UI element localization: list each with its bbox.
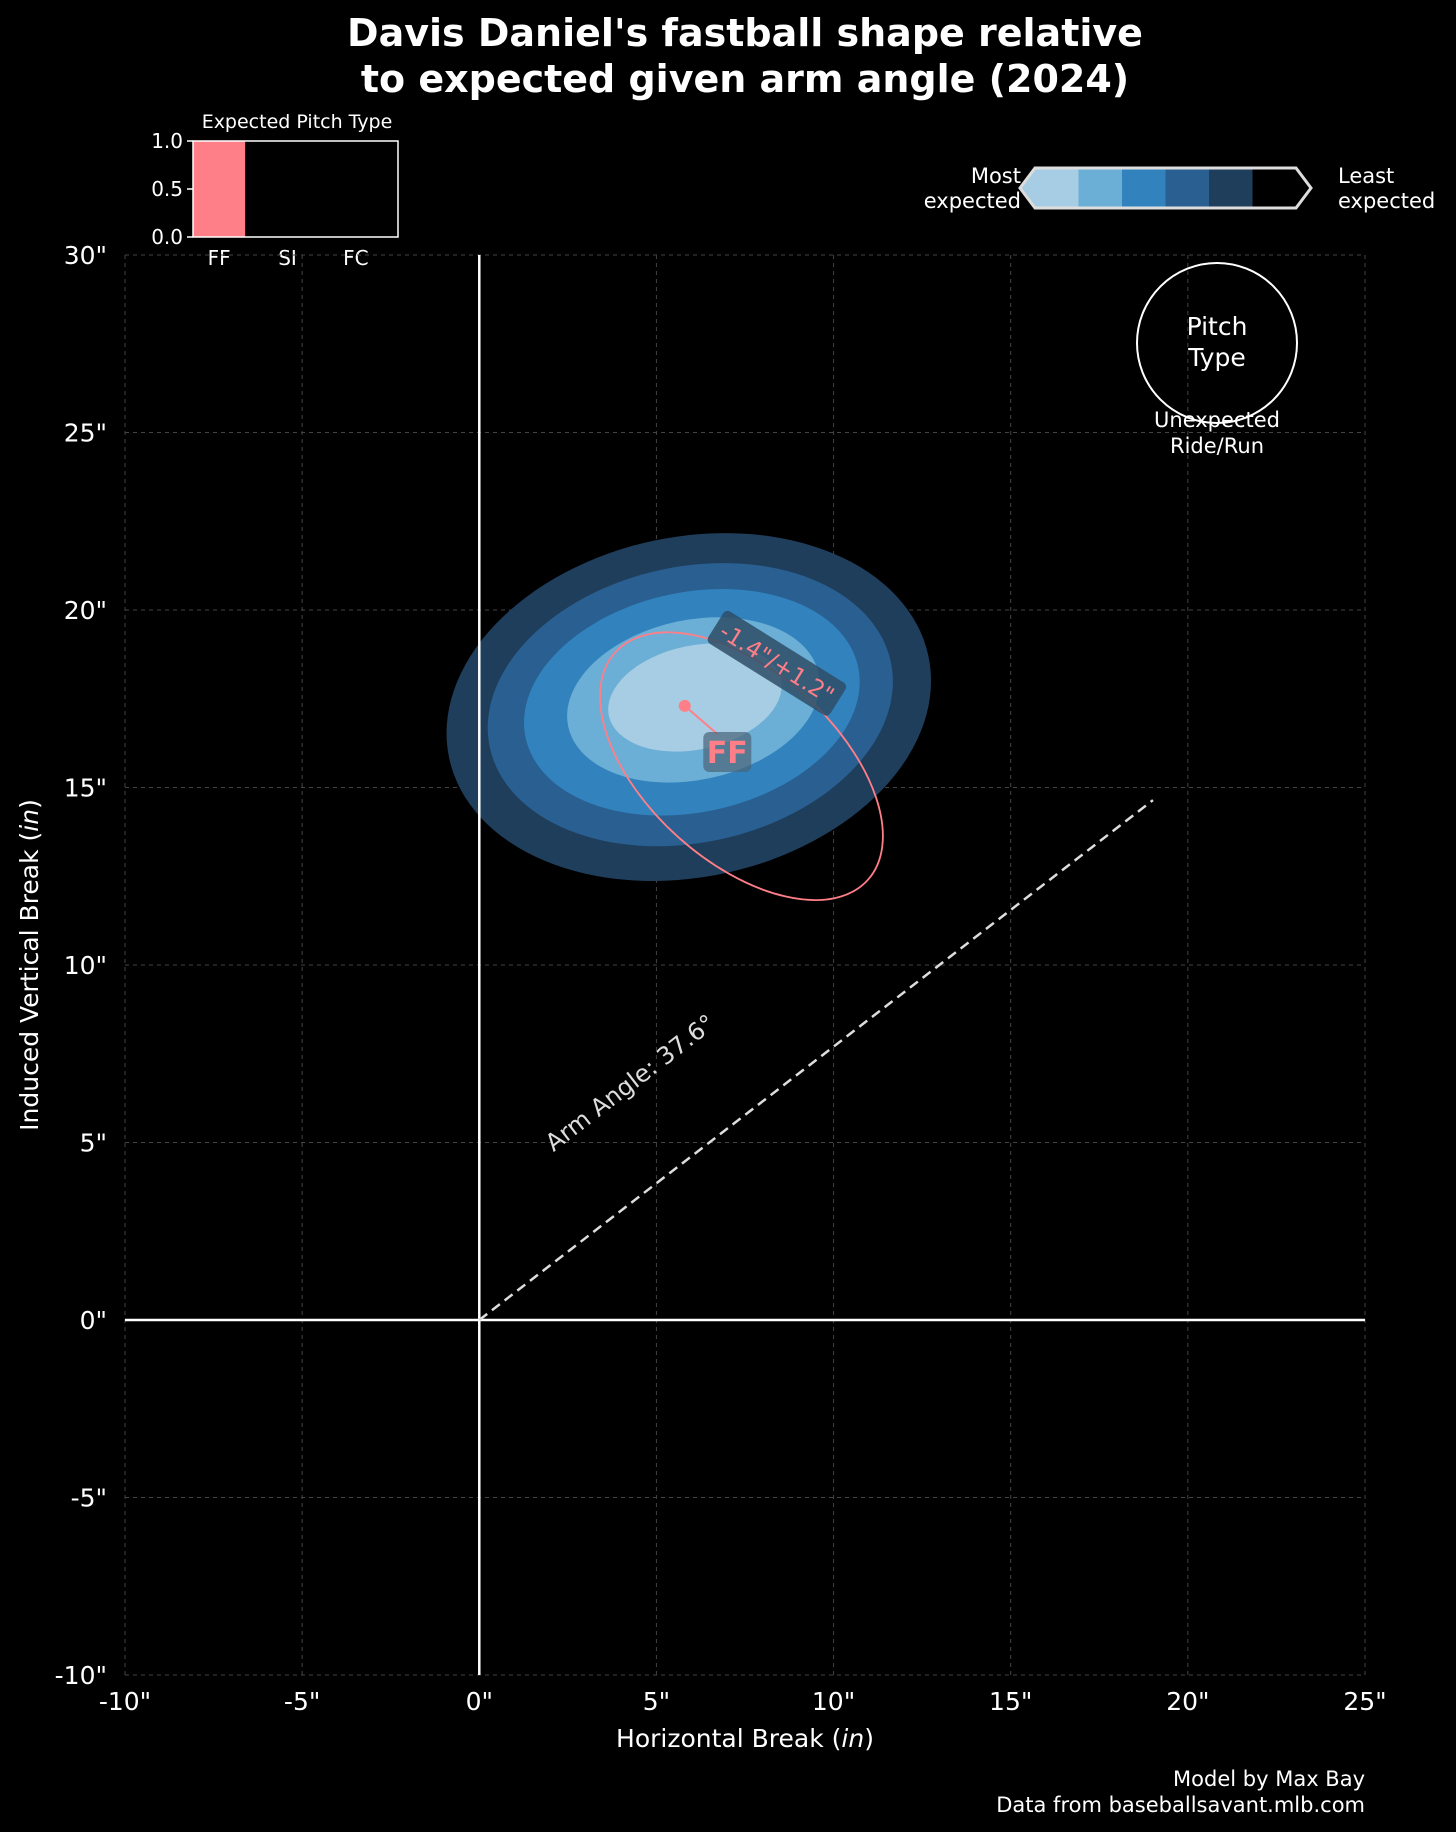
- colorbar-segment: [1209, 168, 1253, 208]
- colorbar-left-arrow: [1020, 168, 1035, 208]
- key-circle: [1136, 262, 1298, 424]
- x-tick-label: -5": [284, 1687, 320, 1716]
- legend-least-line1: Least: [1338, 164, 1394, 188]
- x-tick-label: 10": [812, 1687, 855, 1716]
- inset-y-tick: 1.0: [151, 129, 183, 153]
- x-tick-label: 0": [466, 1687, 493, 1716]
- pitch-connector: [684, 705, 718, 735]
- inset-x-tick: FC: [343, 246, 368, 270]
- colorbar-segment: [1122, 168, 1166, 208]
- pitch-type-key: Pitch Type Unexpected Ride/Run: [1136, 262, 1298, 458]
- pitch-point: [678, 699, 691, 712]
- legend-most-line2: expected: [924, 189, 1021, 213]
- arm-angle-label: Arm Angle: 37.6°: [540, 1009, 720, 1157]
- credit-data: Data from baseballsavant.mlb.com: [996, 1793, 1365, 1817]
- x-tick-label: -10": [99, 1687, 151, 1716]
- colorbar-segment: [1078, 168, 1122, 208]
- inset-x-tick: SI: [278, 246, 297, 270]
- y-tick-label: 15": [64, 774, 107, 803]
- x-tick-label: 5": [643, 1687, 670, 1716]
- colorbar-outline: [1018, 166, 1313, 210]
- y-tick-label: -5": [71, 1484, 107, 1513]
- grid-lines: [124, 254, 1366, 1676]
- colorbar-segment: [1252, 168, 1296, 208]
- colorbar-legend: Most expected Least expected: [924, 164, 1436, 213]
- credit-model: Model by Max Bay: [1173, 1767, 1365, 1791]
- colorbar-segment: [1035, 168, 1079, 208]
- key-circle-line1: Pitch: [1187, 312, 1248, 341]
- chart-title-line1: Davis Daniel's fastball shape relative: [347, 11, 1143, 55]
- contour-level: [608, 643, 782, 752]
- inset-chart: Expected Pitch Type FF SI FC 0.0 0.5 1.0: [151, 111, 399, 270]
- inset-bar: [193, 141, 246, 237]
- y-tick-label: -10": [55, 1661, 107, 1690]
- y-tick-label: 30": [64, 241, 107, 270]
- key-circle-line2: Type: [1187, 343, 1245, 372]
- y-tick-labels: -10" -5" 0" 5" 10" 15" 20" 25" 30": [55, 241, 107, 1690]
- legend-least-line2: expected: [1338, 189, 1435, 213]
- y-tick-label: 20": [64, 596, 107, 625]
- diff-label-box: [707, 610, 847, 716]
- x-tick-label: 15": [989, 1687, 1032, 1716]
- key-below-line2: Ride/Run: [1170, 434, 1264, 458]
- colorbar-segment: [1165, 168, 1209, 208]
- legend-most-line1: Most: [971, 164, 1021, 188]
- inset-title: Expected Pitch Type: [202, 111, 393, 133]
- pitch-label-box: [703, 732, 752, 772]
- chart-title-line2: to expected given arm angle (2024): [361, 57, 1129, 101]
- inset-y-tick: 0.0: [151, 225, 183, 249]
- pitch-label: FF: [707, 736, 748, 771]
- colorbar-right-arrow: [1296, 168, 1311, 208]
- x-axis-label: Horizontal Break (in): [616, 1724, 874, 1753]
- y-tick-label: 5": [80, 1129, 107, 1158]
- arm-angle-line: [478, 799, 1154, 1321]
- key-below-line1: Unexpected: [1154, 408, 1280, 432]
- x-tick-label: 25": [1343, 1687, 1386, 1716]
- x-tick-labels: -10" -5" 0" 5" 10" 15" 20" 25": [99, 1687, 1387, 1716]
- y-tick-label: 0": [80, 1306, 107, 1335]
- y-axis-label: Induced Vertical Break (in): [15, 799, 44, 1131]
- y-tick-label: 10": [64, 951, 107, 980]
- inset-x-tick: FF: [208, 246, 231, 270]
- x-tick-label: 20": [1166, 1687, 1209, 1716]
- y-tick-label: 25": [64, 419, 107, 448]
- inset-y-tick: 0.5: [151, 177, 183, 201]
